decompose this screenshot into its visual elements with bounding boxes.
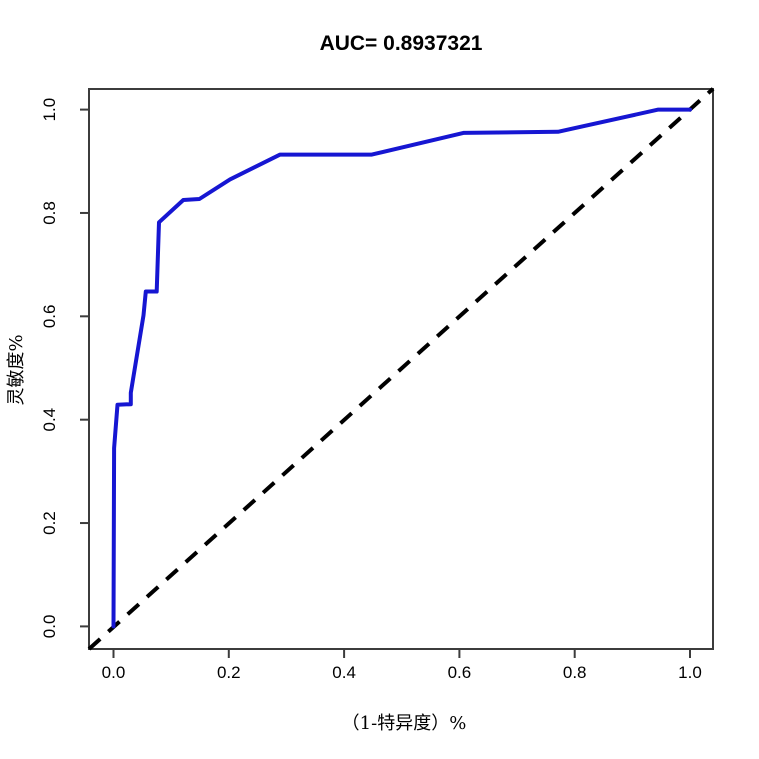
- y-tick-label: 0.6: [40, 304, 59, 328]
- y-tick-label: 0.2: [40, 511, 59, 535]
- x-tick-label: 0.4: [332, 663, 356, 682]
- x-axis-label: （1-特异度）%: [342, 713, 467, 734]
- y-tick-label: 0.4: [40, 408, 59, 432]
- roc-curve-line: [111, 107, 692, 629]
- x-tick-label: 1.0: [678, 663, 702, 682]
- y-tick-label: 1.0: [40, 98, 59, 122]
- y-tick-label: 0.8: [40, 201, 59, 225]
- x-tick-label: 0.8: [563, 663, 587, 682]
- chart-title: AUC= 0.8937321: [320, 32, 483, 55]
- x-tick-label: 0.0: [102, 663, 126, 682]
- y-axis-label: 灵敏度%: [6, 334, 27, 405]
- chance-diagonal-line: [87, 87, 715, 651]
- y-tick-label: 0.0: [40, 615, 59, 639]
- x-tick-label: 0.2: [217, 663, 241, 682]
- x-tick-label: 0.6: [448, 663, 472, 682]
